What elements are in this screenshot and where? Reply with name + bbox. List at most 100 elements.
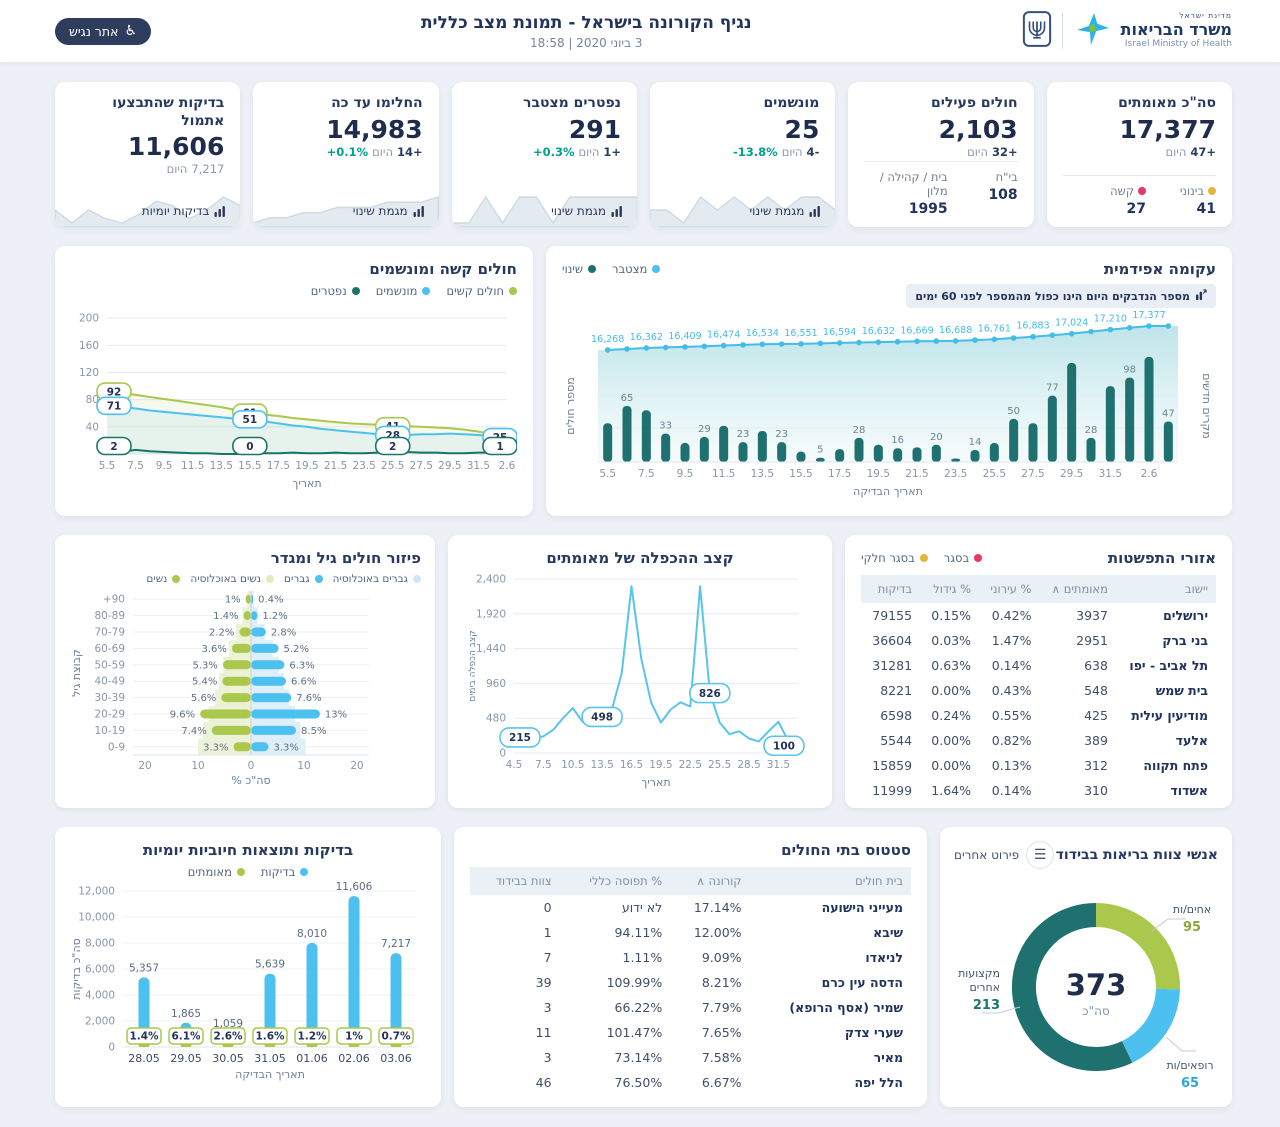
- kpi-value: 11,606: [127, 132, 225, 161]
- column-header[interactable]: מאומתים ∧: [1051, 582, 1108, 596]
- kpi-card-1: חולים פעילים 2,103 +32 היום בי"ח 108 בית / קהי…: [848, 82, 1034, 227]
- column-header[interactable]: % עירוני: [990, 582, 1032, 596]
- kpi-title: החלימו עד כה: [331, 95, 423, 111]
- svg-text:160: 160: [79, 340, 99, 352]
- svg-text:0.4%: 0.4%: [258, 595, 283, 606]
- legend-item: חולים קשים: [446, 284, 517, 298]
- column-header[interactable]: % תפוסה כללי: [589, 874, 663, 888]
- svg-text:8,000: 8,000: [85, 938, 115, 950]
- kpi-value: 14,983: [326, 114, 423, 144]
- svg-text:20: 20: [350, 760, 363, 772]
- svg-text:אחרים: אחרים: [969, 981, 1000, 994]
- column-header[interactable]: קורונה ∧: [696, 874, 742, 888]
- svg-text:60-69: 60-69: [94, 643, 125, 655]
- svg-text:3.6%: 3.6%: [202, 644, 227, 655]
- svg-text:0.7%: 0.7%: [381, 1031, 411, 1043]
- svg-text:02.06: 02.06: [338, 1052, 370, 1065]
- svg-text:27.5: 27.5: [410, 460, 433, 472]
- epidemic-title: עקומה אפידמית: [1103, 260, 1216, 278]
- svg-text:2.2%: 2.2%: [209, 628, 234, 639]
- svg-text:65: 65: [621, 393, 634, 404]
- kpi-substats: בי"ח 108 בית / קהילה / מלון 1995: [864, 161, 1018, 227]
- spread-title: אזורי התפשטות: [1107, 549, 1216, 567]
- svg-text:10: 10: [191, 760, 204, 772]
- kpi-card-0: סה"כ מאומתים 17,377 +47 היום בינוני 41 קשה 27: [1046, 82, 1232, 227]
- svg-text:% סה"כ: % סה"כ: [231, 774, 270, 787]
- wheelchair-icon: ♿: [124, 23, 137, 39]
- doubling-rate-card: קצב ההכפלה של מאומתים 0 480 960 1,440 1,920 2…: [448, 535, 832, 808]
- svg-text:17,210: 17,210: [1094, 314, 1127, 325]
- column-header[interactable]: צוות בבידוד: [495, 874, 552, 888]
- svg-text:30-39: 30-39: [94, 692, 125, 704]
- legend-item: גברים: [284, 573, 323, 585]
- svg-text:373: 373: [1066, 968, 1127, 1002]
- svg-text:תאריך הבדיקה: תאריך הבדיקה: [235, 1068, 305, 1081]
- svg-text:9.5: 9.5: [677, 468, 694, 480]
- svg-text:960: 960: [486, 678, 506, 690]
- legend-item: בדיקות: [261, 865, 309, 879]
- svg-text:12,000: 12,000: [78, 886, 115, 898]
- svg-text:5,639: 5,639: [255, 959, 285, 971]
- kpi-card-2: מונשמים 25 -4 היום -13.8% מגמת שינוי: [650, 82, 836, 227]
- kpi-link[interactable]: בדיקות יומיות: [142, 204, 227, 218]
- svg-text:2.6: 2.6: [499, 460, 516, 472]
- svg-text:47: 47: [1162, 409, 1175, 420]
- kpi-card-4: החלימו עד כה 14,983 +14 היום +0.1% מגמת שינוי: [253, 82, 439, 227]
- svg-text:11.5: 11.5: [712, 468, 735, 480]
- svg-text:1,865: 1,865: [171, 1008, 201, 1020]
- svg-text:19.5: 19.5: [649, 759, 672, 771]
- legend-item: נשים: [146, 573, 181, 585]
- column-header[interactable]: בדיקות: [877, 582, 913, 596]
- svg-text:4,000: 4,000: [85, 990, 115, 1002]
- svg-text:1%: 1%: [345, 1031, 363, 1043]
- kpi-link[interactable]: מגמת שינוי: [353, 204, 425, 218]
- svg-text:1,920: 1,920: [476, 608, 506, 620]
- svg-text:5.5: 5.5: [99, 460, 116, 472]
- svg-text:200: 200: [79, 313, 99, 325]
- svg-text:7,217: 7,217: [381, 938, 411, 950]
- pyramid-legend: גברים באוכלוסיה גברים נשים באוכלוסיה נשים: [69, 573, 421, 585]
- logo-divider: [1061, 13, 1063, 49]
- kpi-title: מונשמים: [763, 95, 820, 111]
- kpi-link[interactable]: מגמת שינוי: [551, 204, 623, 218]
- severe-title: חולים קשה ומונשמים: [369, 260, 517, 278]
- accessibility-button[interactable]: ♿ אתר נגיש: [55, 17, 151, 45]
- legend-item: בסגר חלקי: [861, 551, 928, 565]
- kpi-link[interactable]: מגמת שינוי: [749, 204, 821, 218]
- others-detail-button[interactable]: ☰ פירוט אחרים: [954, 841, 1055, 869]
- column-header[interactable]: יישוב: [1184, 582, 1208, 596]
- table-row: מודיעין עילית 425 0.55% 0.24% 6598: [880, 708, 1208, 723]
- tests-chart: 0 2,000 4,000 6,000 8,000 10,000 12,000 5,357 1.…: [67, 879, 429, 1095]
- svg-text:16,883: 16,883: [1016, 321, 1049, 332]
- column-header[interactable]: בית חולים: [855, 874, 903, 888]
- svg-text:50: 50: [1007, 406, 1020, 417]
- table-row: תל אביב - יפו 638 0.14% 0.63% 31281: [872, 658, 1208, 673]
- svg-text:1.6%: 1.6%: [255, 1031, 285, 1043]
- svg-text:16,474: 16,474: [707, 330, 740, 341]
- svg-text:17.5: 17.5: [267, 460, 290, 472]
- legend-item: גברים באוכלוסיה: [333, 573, 421, 585]
- kpi-delta: +32 היום: [967, 144, 1018, 159]
- svg-text:480: 480: [486, 713, 506, 725]
- svg-text:16,409: 16,409: [668, 331, 701, 342]
- svg-text:01.06: 01.06: [296, 1052, 328, 1065]
- svg-text:16,362: 16,362: [630, 332, 663, 343]
- kpi-card-5: בדיקות שהתבצעו אתמול 11,606 7,217 היום בדיקו…: [55, 82, 241, 227]
- svg-text:2: 2: [110, 441, 117, 453]
- header: ♿ אתר נגיש נגיף הקורונה בישראל - תמונת מ…: [0, 0, 1280, 62]
- severe-chart: 40 80 120 160 200 5.5 7.5 9.5 11.5 13.5 15.5 17.5 19…: [71, 298, 518, 508]
- svg-text:16,632: 16,632: [862, 326, 895, 337]
- svg-text:16,669: 16,669: [900, 325, 933, 336]
- svg-text:22.5: 22.5: [679, 759, 702, 771]
- column-header[interactable]: % גידול: [933, 582, 971, 596]
- logo-state-text: מדינת ישראל: [1179, 11, 1232, 21]
- accessibility-label: אתר נגיש: [69, 23, 119, 39]
- svg-text:2.6%: 2.6%: [213, 1031, 243, 1043]
- legend-item: שינוי: [562, 262, 597, 276]
- svg-text:16,688: 16,688: [939, 325, 972, 336]
- hospitals-title: סטטוס בתי החולים: [781, 841, 911, 859]
- spread-table: יישוב מאומתים ∧ % עירוני % גידול בדיקות ירושל…: [861, 575, 1216, 803]
- svg-text:1,059: 1,059: [213, 1018, 243, 1030]
- svg-text:11.5: 11.5: [181, 460, 204, 472]
- svg-text:23.5: 23.5: [944, 468, 967, 480]
